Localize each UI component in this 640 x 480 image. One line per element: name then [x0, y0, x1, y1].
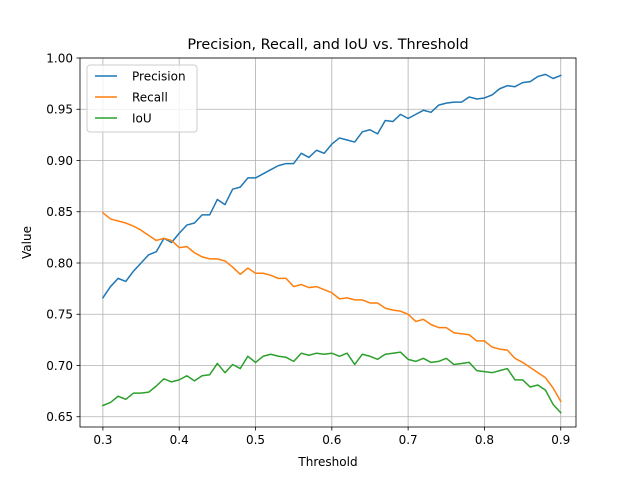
- ticks: 0.3 0.4 0.5 0.6 0.7 0.8 0.9 0.65 0.70 0.75 0.80 0.8…: [46, 51, 570, 447]
- y-tick-label: 1.00: [46, 51, 73, 65]
- x-tick-label: 0.5: [246, 433, 265, 447]
- x-tick-label: 0.7: [399, 433, 418, 447]
- x-tick-label: 0.6: [322, 433, 341, 447]
- x-tick-label: 0.8: [475, 433, 494, 447]
- y-tick-label: 0.65: [46, 410, 73, 424]
- legend: Precision Recall IoU: [86, 64, 198, 133]
- plot-frame: [79, 57, 577, 428]
- y-tick-label: 0.90: [46, 154, 73, 168]
- y-tick-label: 0.85: [46, 205, 73, 219]
- legend-box: [86, 64, 198, 133]
- x-tick-label: 0.4: [170, 433, 189, 447]
- legend-label-recall: Recall: [132, 90, 168, 104]
- x-tick-label: 0.9: [551, 433, 570, 447]
- series-line-precision: [101, 73, 562, 299]
- y-tick-label: 0.75: [46, 308, 73, 322]
- legend-label-precision: Precision: [132, 69, 186, 83]
- y-tick-label: 0.70: [46, 359, 73, 373]
- series-line-recall: [101, 211, 562, 403]
- y-tick-label: 0.95: [46, 103, 73, 117]
- y-axis-title: Value: [20, 226, 34, 259]
- x-tick-label: 0.3: [93, 433, 112, 447]
- legend-label-iou: IoU: [132, 111, 152, 125]
- x-axis-title: Threshold: [297, 455, 357, 469]
- chart-title: Precision, Recall, and IoU vs. Threshold: [187, 37, 468, 53]
- series-layer: [101, 73, 562, 414]
- series-line-iou: [101, 351, 562, 414]
- y-tick-label: 0.80: [46, 256, 73, 270]
